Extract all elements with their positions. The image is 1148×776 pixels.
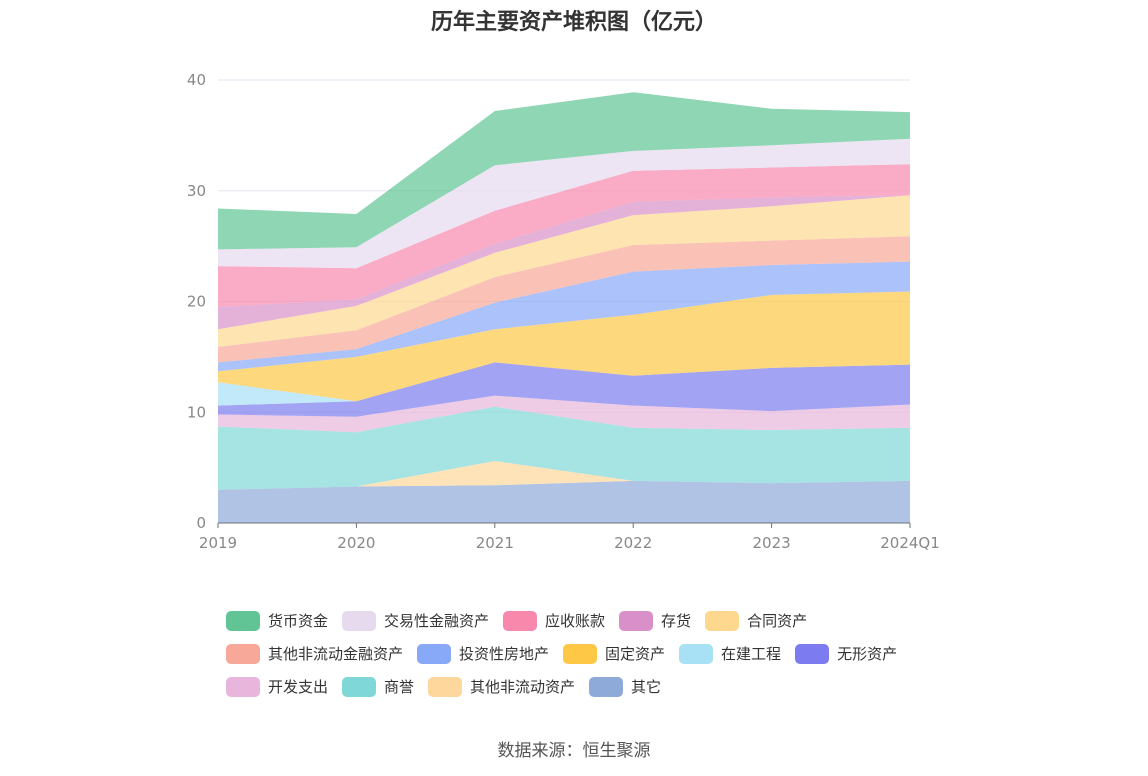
y-tick-label: 0 bbox=[196, 514, 206, 532]
legend-swatch bbox=[705, 610, 740, 631]
area-合同资产 bbox=[218, 195, 910, 347]
legend-swatch bbox=[503, 610, 538, 631]
legend-label: 固定资产 bbox=[605, 645, 666, 663]
area-交易性金融资产 bbox=[218, 138, 910, 269]
legend-item[interactable]: 合同资产 bbox=[705, 610, 807, 631]
legend-label: 合同资产 bbox=[747, 612, 808, 630]
legend-item[interactable]: 开发支出 bbox=[226, 676, 328, 697]
legend-row: 开发支出 商誉 其他非流动资产 其它 bbox=[226, 670, 986, 703]
area-应收账款 bbox=[218, 164, 910, 307]
x-tick-label: 2021 bbox=[476, 534, 514, 552]
area-存货 bbox=[218, 195, 910, 330]
legend: 货币资金 交易性金融资产 应收账款 存货 合同资产其他非流动金融资产 投资性房地产 固定资产… bbox=[226, 604, 986, 703]
area-其他非流动金融资产 bbox=[218, 236, 910, 363]
legend-label: 在建工程 bbox=[721, 645, 782, 663]
area-货币资金 bbox=[218, 92, 910, 250]
legend-label: 其他非流动金融资产 bbox=[268, 645, 404, 663]
legend-swatch bbox=[428, 676, 463, 697]
legend-item[interactable]: 其它 bbox=[589, 676, 661, 697]
x-tick-label: 2022 bbox=[614, 534, 652, 552]
area-商誉 bbox=[218, 406, 910, 490]
area-其它 bbox=[218, 480, 910, 523]
x-tick-label: 2023 bbox=[753, 534, 791, 552]
area-series bbox=[218, 92, 910, 523]
area-无形资产 bbox=[218, 362, 910, 417]
legend-label: 货币资金 bbox=[268, 612, 329, 630]
chart-title: 历年主要资产堆积图（亿元） bbox=[430, 10, 717, 35]
legend-item[interactable]: 商誉 bbox=[342, 676, 414, 697]
legend-label: 应收账款 bbox=[545, 612, 606, 630]
legend-label: 其他非流动资产 bbox=[470, 678, 576, 696]
area-开发支出 bbox=[218, 395, 910, 433]
legend-row: 货币资金 交易性金融资产 应收账款 存货 合同资产 bbox=[226, 604, 986, 637]
legend-swatch bbox=[619, 610, 654, 631]
area-在建工程 bbox=[218, 362, 910, 406]
y-tick-label: 40 bbox=[187, 71, 206, 89]
legend-row: 其他非流动金融资产 投资性房地产 固定资产 在建工程 无形资产 bbox=[226, 637, 986, 670]
legend-swatch bbox=[226, 643, 260, 664]
legend-label: 交易性金融资产 bbox=[384, 612, 490, 630]
legend-swatch bbox=[342, 610, 377, 631]
area-其他非流动资产 bbox=[218, 461, 910, 490]
legend-item[interactable]: 货币资金 bbox=[226, 610, 328, 631]
area-固定资产 bbox=[218, 291, 910, 402]
y-tick-label: 10 bbox=[187, 403, 206, 421]
y-tick-label: 20 bbox=[187, 293, 206, 311]
legend-item[interactable]: 投资性房地产 bbox=[417, 643, 549, 664]
legend-label: 投资性房地产 bbox=[459, 645, 550, 663]
legend-swatch bbox=[563, 643, 598, 664]
legend-swatch bbox=[795, 643, 830, 664]
legend-item[interactable]: 存货 bbox=[619, 610, 691, 631]
legend-label: 商誉 bbox=[384, 678, 415, 696]
legend-swatch bbox=[226, 676, 260, 697]
legend-label: 其它 bbox=[631, 678, 662, 696]
legend-swatch bbox=[417, 643, 452, 664]
legend-item[interactable]: 在建工程 bbox=[679, 643, 781, 664]
x-tick-label: 2024Q1 bbox=[880, 534, 940, 552]
legend-swatch bbox=[589, 676, 624, 697]
legend-swatch bbox=[342, 676, 377, 697]
legend-label: 存货 bbox=[661, 612, 692, 630]
legend-item[interactable]: 其他非流动金融资产 bbox=[226, 643, 403, 664]
legend-item[interactable]: 其他非流动资产 bbox=[428, 676, 575, 697]
legend-swatch bbox=[679, 643, 714, 664]
legend-item[interactable]: 固定资产 bbox=[563, 643, 665, 664]
area-投资性房地产 bbox=[218, 261, 910, 372]
legend-item[interactable]: 交易性金融资产 bbox=[342, 610, 489, 631]
legend-item[interactable]: 无形资产 bbox=[795, 643, 897, 664]
legend-label: 开发支出 bbox=[268, 678, 329, 696]
legend-label: 无形资产 bbox=[837, 645, 898, 663]
x-tick-label: 2020 bbox=[337, 534, 375, 552]
y-tick-label: 30 bbox=[187, 182, 206, 200]
data-source: 数据来源：恒生聚源 bbox=[497, 741, 651, 761]
legend-item[interactable]: 应收账款 bbox=[503, 610, 605, 631]
stacked-area-chart: 0 10 20 30 40 2019 2020 2021 2022 2023 2024Q1 bbox=[187, 71, 940, 552]
axes: 0 10 20 30 40 2019 2020 2021 2022 2023 2024Q1 bbox=[187, 71, 940, 552]
legend-swatch bbox=[226, 610, 260, 631]
x-tick-label: 2019 bbox=[199, 534, 237, 552]
